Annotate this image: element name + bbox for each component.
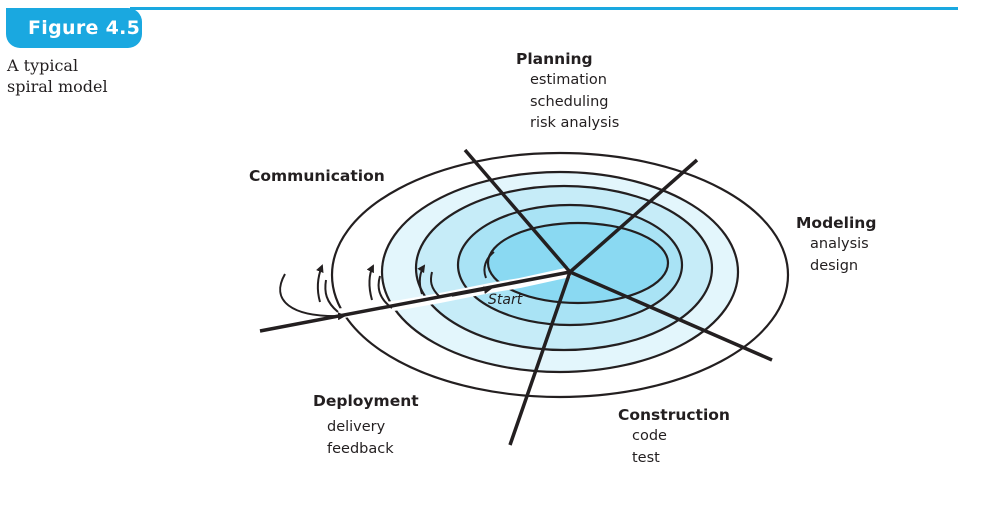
spiral-arrow-8 — [483, 251, 495, 279]
phase-deployment: Deployment delivery feedback — [313, 391, 419, 460]
deployment-title: Deployment — [313, 392, 419, 410]
spiral-arrow-6 — [417, 264, 426, 295]
header-rule — [130, 7, 958, 10]
modeling-task-analysis: analysis — [810, 236, 869, 252]
modeling-title: Modeling — [796, 214, 877, 232]
phase-communication: Communication — [249, 166, 385, 186]
planning-title: Planning — [516, 50, 593, 68]
deployment-task-feedback: feedback — [327, 441, 394, 457]
start-label: Start — [488, 292, 523, 308]
phase-construction: Construction code test — [618, 405, 730, 469]
communication-title: Communication — [249, 167, 385, 185]
spiral-arrow-3 — [324, 279, 339, 313]
divider-planning-modeling — [568, 158, 699, 274]
caption-line-2: spiral model — [7, 77, 108, 96]
planning-task-scheduling: scheduling — [530, 94, 609, 110]
phase-planning: Planning estimation scheduling risk anal… — [516, 49, 619, 133]
caption-line-1: A typical — [7, 56, 79, 75]
construction-task-test: test — [632, 450, 660, 466]
construction-task-code: code — [632, 428, 667, 444]
divider-construction-deployment — [508, 271, 572, 446]
divider-planning-communication — [463, 148, 572, 274]
planning-task-risk-analysis: risk analysis — [530, 115, 620, 131]
planning-task-estimation: estimation — [530, 72, 607, 88]
spiral-arrow-7 — [430, 271, 441, 298]
spiral-arrow-1 — [279, 273, 346, 321]
figure-badge: Figure 4.5 — [6, 8, 142, 48]
spiral-arrow-2 — [316, 264, 324, 303]
figure-caption: A typical spiral model — [7, 55, 137, 97]
spiral-arrow-4 — [366, 264, 374, 301]
start-axis — [259, 270, 571, 333]
construction-title: Construction — [618, 406, 730, 424]
modeling-task-design: design — [810, 258, 859, 274]
divider-modeling-construction — [569, 270, 773, 362]
phase-modeling: Modeling analysis design — [796, 213, 876, 277]
start-arrow — [451, 286, 492, 297]
deployment-task-delivery: delivery — [327, 419, 386, 435]
